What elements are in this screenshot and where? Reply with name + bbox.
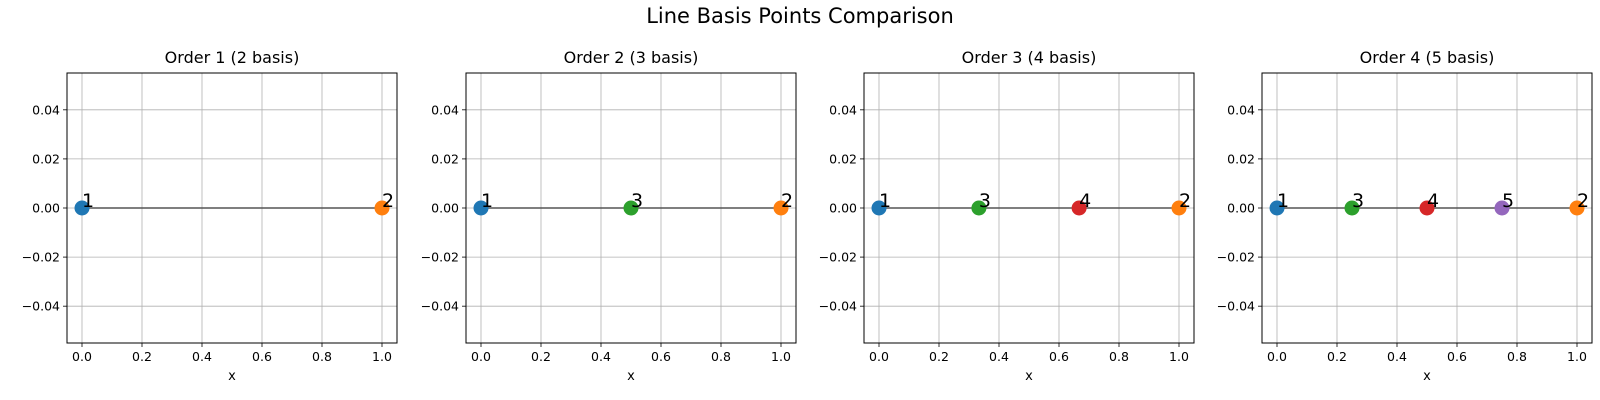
y-tick-label: −0.04 xyxy=(1217,299,1255,314)
x-tick-label: 0.6 xyxy=(1447,349,1467,364)
basis-point-3 xyxy=(1344,200,1360,216)
basis-point-label: 1 xyxy=(879,190,891,212)
basis-point-label: 4 xyxy=(1427,190,1439,212)
subplot-title: Order 2 (3 basis) xyxy=(564,48,699,67)
basis-point-label: 5 xyxy=(1502,190,1514,212)
basis-point-1 xyxy=(871,200,887,216)
x-axis-label: x xyxy=(228,369,236,384)
x-tick-label: 0.2 xyxy=(929,349,949,364)
basis-point-1 xyxy=(74,200,90,216)
x-tick-label: 0.4 xyxy=(989,349,1009,364)
x-tick-label: 0.6 xyxy=(252,349,272,364)
y-tick-label: 0.02 xyxy=(829,151,857,166)
axes-frame xyxy=(465,72,797,344)
basis-point-4 xyxy=(1071,200,1087,216)
basis-point-label: 2 xyxy=(382,190,394,212)
basis-point-label: 1 xyxy=(1277,190,1289,212)
basis-point-3 xyxy=(971,200,987,216)
axes-frame xyxy=(1261,72,1593,344)
subplot-1: Order 1 (2 basis) 0.0 0.2 0.4 0.6 0.8 1.0 0.04 0… xyxy=(22,48,398,384)
basis-point-label: 3 xyxy=(1352,190,1364,212)
subplot-title: Order 1 (2 basis) xyxy=(165,48,300,67)
subplot-grid: Order 1 (2 basis)0.0 0.2 0.4 0.6 0.8 1.00.040… xyxy=(22,48,1593,384)
y-tick-label: 0.00 xyxy=(829,201,857,216)
y-tick-label: 0.00 xyxy=(32,201,60,216)
basis-point-label: 2 xyxy=(781,190,793,212)
x-tick-label: 0.0 xyxy=(1267,349,1287,364)
x-tick-label: 0.8 xyxy=(1109,349,1129,364)
basis-point-1 xyxy=(473,200,489,216)
subplot-title: Order 4 (5 basis) xyxy=(1360,48,1495,67)
x-tick-label: 1.0 xyxy=(1169,349,1189,364)
x-tick-label: 1.0 xyxy=(771,349,791,364)
y-tick-label: 0.04 xyxy=(431,102,459,117)
basis-point-2 xyxy=(773,200,789,216)
subplot-3: Order 3 (4 basis) 0.0 0.2 0.4 0.6 0.8 1.0 0.04 0… xyxy=(819,48,1195,384)
x-tick-label: 0.0 xyxy=(72,349,92,364)
x-tick-label: 0.0 xyxy=(869,349,889,364)
y-tick-label: 0.04 xyxy=(829,102,857,117)
y-tick-label: −0.02 xyxy=(819,250,857,265)
basis-point-1 xyxy=(1269,200,1285,216)
basis-point-5 xyxy=(1494,200,1510,216)
x-tick-label: 0.4 xyxy=(591,349,611,364)
basis-point-2 xyxy=(1171,200,1187,216)
x-tick-label: 0.2 xyxy=(1327,349,1347,364)
y-tick-label: 0.02 xyxy=(431,151,459,166)
x-tick-label: 0.4 xyxy=(1387,349,1407,364)
y-tick-label: −0.02 xyxy=(421,250,459,265)
basis-point-label: 2 xyxy=(1577,190,1589,212)
basis-point-2 xyxy=(1569,200,1585,216)
axes-frame xyxy=(66,72,398,344)
x-tick-label: 0.2 xyxy=(132,349,152,364)
x-tick-label: 0.8 xyxy=(1507,349,1527,364)
x-axis-label: x xyxy=(1025,369,1033,384)
y-tick-label: −0.04 xyxy=(22,299,60,314)
x-tick-label: 0.8 xyxy=(711,349,731,364)
x-tick-label: 0.8 xyxy=(312,349,332,364)
y-tick-label: 0.00 xyxy=(1227,201,1255,216)
subplot-4: Order 4 (5 basis) 0.0 0.2 0.4 0.6 0.8 1.0 0.04 0… xyxy=(1217,48,1593,384)
x-axis-label: x xyxy=(1423,369,1431,384)
basis-point-label: 1 xyxy=(82,190,94,212)
subplot-2: Order 2 (3 basis) 0.0 0.2 0.4 0.6 0.8 1.0 0.04 0… xyxy=(421,48,797,384)
basis-point-4 xyxy=(1419,200,1435,216)
basis-point-3 xyxy=(623,200,639,216)
basis-point-2 xyxy=(374,200,390,216)
x-tick-label: 0.0 xyxy=(471,349,491,364)
y-tick-label: 0.02 xyxy=(32,151,60,166)
x-tick-label: 0.6 xyxy=(1049,349,1069,364)
basis-point-label: 2 xyxy=(1179,190,1191,212)
x-tick-label: 0.6 xyxy=(651,349,671,364)
x-tick-label: 1.0 xyxy=(372,349,392,364)
basis-point-label: 4 xyxy=(1079,190,1091,212)
figure-title: Line Basis Points Comparison xyxy=(646,4,954,28)
x-tick-label: 0.4 xyxy=(192,349,212,364)
y-tick-label: 0.02 xyxy=(1227,151,1255,166)
y-tick-label: −0.02 xyxy=(1217,250,1255,265)
basis-point-label: 1 xyxy=(481,190,493,212)
basis-point-label: 3 xyxy=(631,190,643,212)
y-tick-label: −0.02 xyxy=(22,250,60,265)
x-tick-label: 1.0 xyxy=(1567,349,1587,364)
subplot-title: Order 3 (4 basis) xyxy=(962,48,1097,67)
y-tick-label: −0.04 xyxy=(421,299,459,314)
basis-point-label: 3 xyxy=(979,190,991,212)
y-tick-label: 0.04 xyxy=(1227,102,1255,117)
x-axis-label: x xyxy=(627,369,635,384)
axes-frame xyxy=(863,72,1195,344)
y-tick-label: 0.00 xyxy=(431,201,459,216)
y-tick-label: 0.04 xyxy=(32,102,60,117)
x-tick-label: 0.2 xyxy=(531,349,551,364)
y-tick-label: −0.04 xyxy=(819,299,857,314)
